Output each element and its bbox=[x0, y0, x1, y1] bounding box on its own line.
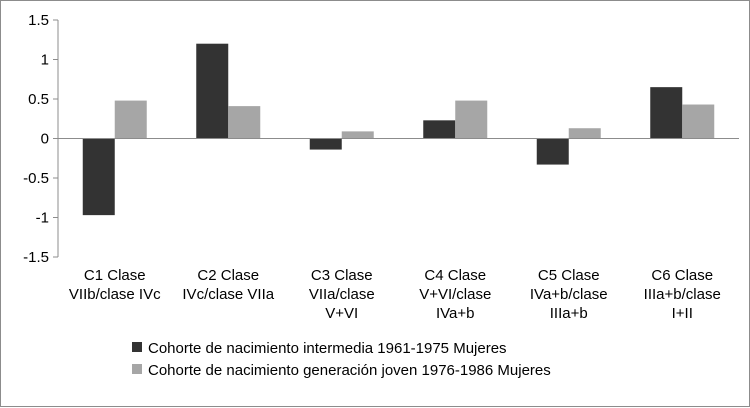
category-label: V+VI/clase bbox=[419, 286, 491, 303]
category-label: IIIa+b/clase bbox=[644, 286, 721, 303]
y-tick-label: -1 bbox=[36, 210, 49, 227]
category-label: C2 Clase bbox=[197, 267, 259, 284]
y-tick-label: 0.5 bbox=[28, 91, 49, 108]
bar-series1-6 bbox=[650, 87, 683, 139]
bar-series1-5 bbox=[536, 138, 569, 165]
y-tick-label: 0 bbox=[41, 131, 49, 148]
legend-label-1: Cohorte de nacimiento intermedia 1961-19… bbox=[148, 340, 507, 357]
bar-series1-1 bbox=[82, 138, 115, 216]
bar-series1-2 bbox=[196, 43, 229, 139]
bar-series2-6 bbox=[682, 104, 715, 139]
category-label: VIIb/clase IVc bbox=[69, 286, 161, 303]
bar-series1-4 bbox=[423, 120, 456, 139]
y-tick-label: 1 bbox=[41, 52, 49, 69]
category-label: V+VI bbox=[325, 305, 358, 322]
bar-series2-5 bbox=[568, 128, 601, 139]
category-label: I+II bbox=[672, 305, 693, 322]
legend-swatch-2 bbox=[132, 364, 142, 374]
bar-series2-2 bbox=[228, 106, 261, 139]
y-tick-label: -0.5 bbox=[23, 170, 49, 187]
category-label: C1 Clase bbox=[84, 267, 146, 284]
bar-series2-3 bbox=[341, 131, 374, 139]
bar-series1-3 bbox=[309, 138, 342, 150]
category-label: C3 Clase bbox=[311, 267, 373, 284]
category-label: C6 Clase bbox=[651, 267, 713, 284]
legend-label-2: Cohorte de nacimiento generación joven 1… bbox=[148, 362, 551, 379]
category-label: IIIa+b bbox=[550, 305, 588, 322]
y-tick-label: 1.5 bbox=[28, 12, 49, 29]
y-tick-label: -1.5 bbox=[23, 249, 49, 266]
category-label: C5 Clase bbox=[538, 267, 600, 284]
category-label: IVa+b bbox=[436, 305, 475, 322]
category-label: VIIa/clase bbox=[309, 286, 375, 303]
legend-swatch-1 bbox=[132, 342, 142, 352]
bar-series2-1 bbox=[114, 100, 147, 139]
category-label: IVc/clase VIIa bbox=[182, 286, 274, 303]
bar-series2-4 bbox=[455, 100, 488, 139]
category-label: IVa+b/clase bbox=[530, 286, 608, 303]
category-label: C4 Clase bbox=[424, 267, 486, 284]
